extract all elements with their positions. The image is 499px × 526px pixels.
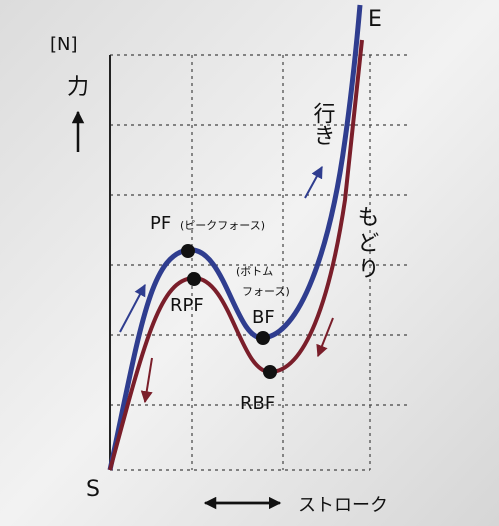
peak-label: PF [150,213,171,234]
bottom-note: フォース) [242,285,290,298]
start-label: S [86,477,100,502]
direction-arrows [71,110,334,510]
return-peak-label: RPF [170,295,204,316]
y-unit: [N] [50,34,78,55]
x-label: ストローク [298,495,388,516]
forward-label: 行き [310,102,336,146]
y-label: 力 [67,75,89,100]
return-label: もどり [354,205,379,283]
markers [181,244,277,379]
peak-note: (ピークフォース) [180,219,265,232]
bottom-label: BF [252,307,275,328]
return-bottom-label: RBF [240,393,275,414]
end-label: E [368,7,382,32]
bottom-note: (ボトム [236,265,273,278]
